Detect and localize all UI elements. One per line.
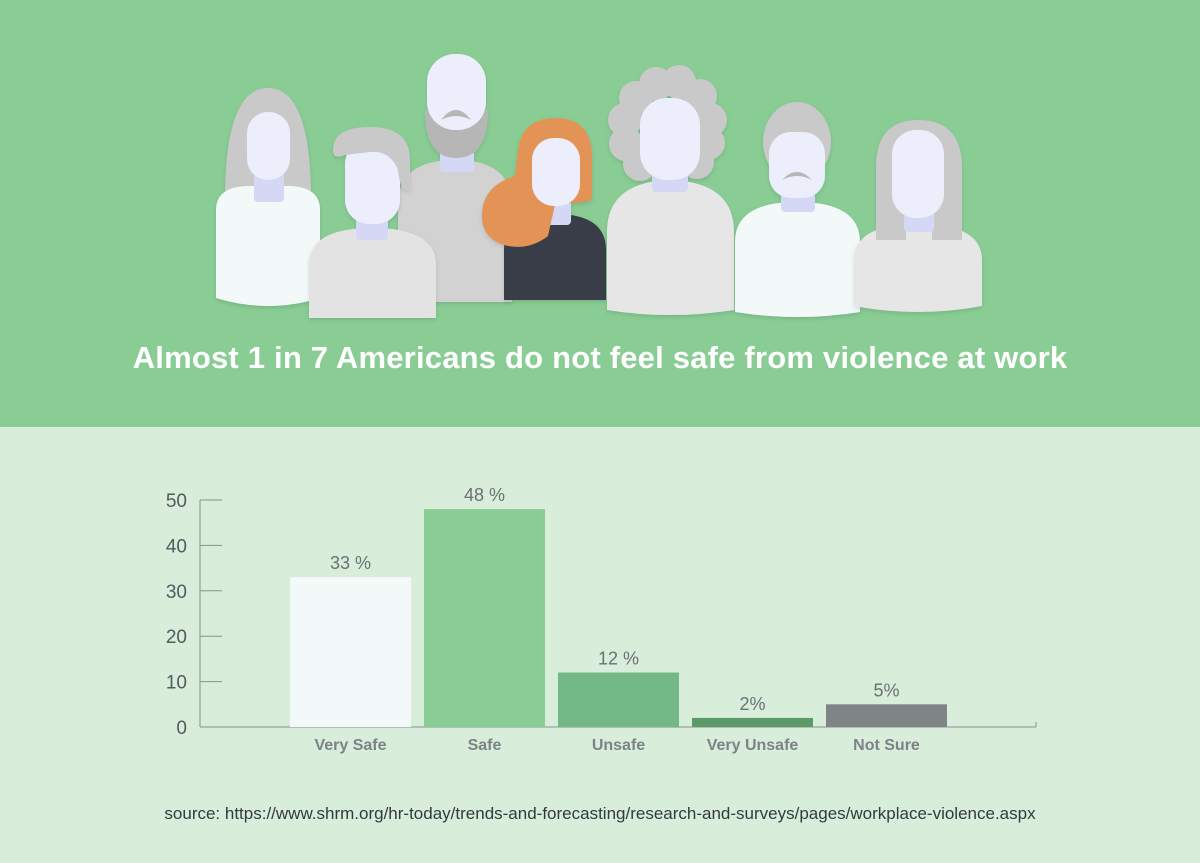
bar-safe bbox=[424, 509, 545, 727]
bar-very-unsafe bbox=[692, 717, 813, 727]
x-tick-label: Safe bbox=[468, 737, 502, 754]
header-banner: Almost 1 in 7 Americans do not feel safe… bbox=[0, 0, 1200, 427]
person-long-hair-woman bbox=[216, 88, 320, 306]
bar-value-label: 48 % bbox=[464, 485, 505, 505]
bar-value-label: 5% bbox=[873, 680, 899, 700]
y-tick-label: 0 bbox=[176, 718, 187, 739]
bar-not-sure bbox=[826, 704, 947, 727]
x-tick-label: Not Sure bbox=[853, 737, 920, 754]
people-group-icon bbox=[216, 54, 982, 318]
bar-very-safe bbox=[290, 577, 411, 727]
person-straight-hair-woman bbox=[854, 120, 982, 312]
x-tick-label: Unsafe bbox=[592, 737, 645, 754]
bar-value-label: 33 % bbox=[330, 553, 371, 573]
person-orange-hair-woman bbox=[482, 118, 606, 300]
y-tick-label: 30 bbox=[166, 582, 187, 603]
bar-unsafe bbox=[558, 672, 679, 727]
x-tick-label: Very Unsafe bbox=[707, 737, 799, 754]
person-curly-hair bbox=[607, 65, 734, 315]
y-tick-label: 20 bbox=[166, 627, 187, 648]
bar-value-label: 12 % bbox=[598, 649, 639, 669]
source-citation: source: https://www.shrm.org/hr-today/tr… bbox=[164, 804, 1036, 823]
bar-value-label: 2% bbox=[739, 694, 765, 714]
bar-chart: 0 10 20 30 40 50 33 % Very Safe 48 % Safe 12 % Uns… bbox=[166, 485, 1037, 754]
person-mustache-man bbox=[735, 102, 860, 317]
y-tick-label: 10 bbox=[166, 673, 187, 694]
page-title: Almost 1 in 7 Americans do not feel safe… bbox=[132, 340, 1068, 375]
y-tick-label: 50 bbox=[166, 491, 187, 512]
person-short-hair bbox=[309, 127, 436, 318]
y-tick-label: 40 bbox=[166, 536, 187, 557]
x-tick-label: Very Safe bbox=[314, 737, 386, 754]
